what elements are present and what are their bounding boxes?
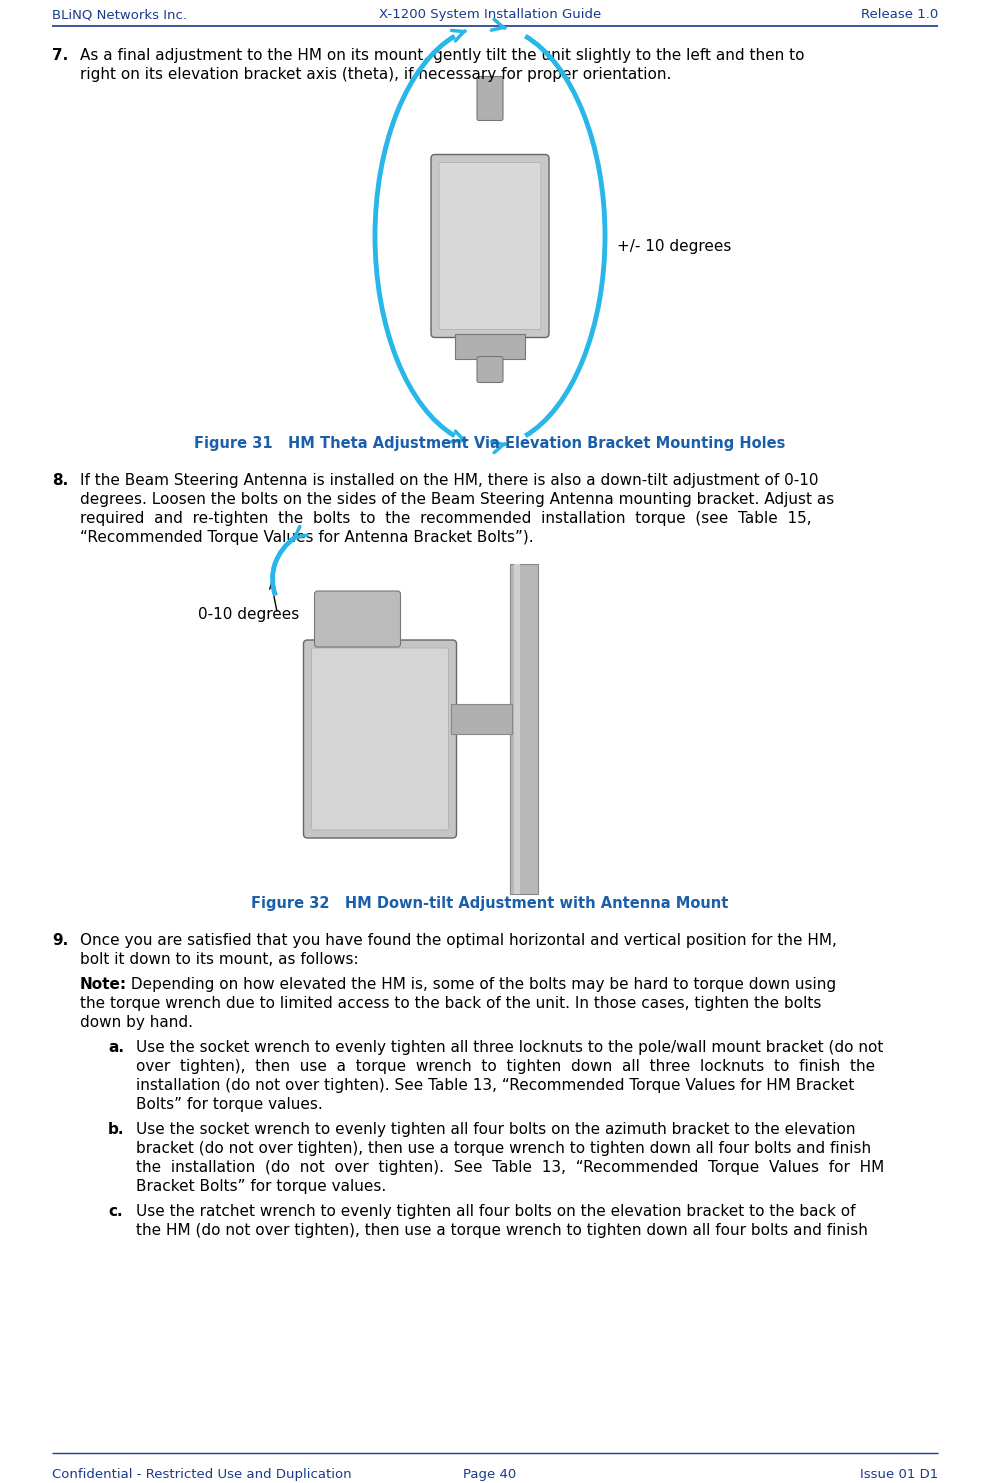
Text: the torque wrench due to limited access to the back of the unit. In those cases,: the torque wrench due to limited access … (80, 997, 821, 1011)
Text: the  installation  (do  not  over  tighten).  See  Table  13,  “Recommended  Tor: the installation (do not over tighten). … (136, 1160, 884, 1175)
Text: Confidential - Restricted Use and Duplication: Confidential - Restricted Use and Duplic… (52, 1468, 351, 1482)
Text: “Recommended Torque Values for Antenna Bracket Bolts”).: “Recommended Torque Values for Antenna B… (80, 529, 534, 544)
FancyBboxPatch shape (477, 356, 503, 383)
Text: As a final adjustment to the HM on its mount, gently tilt the unit slightly to t: As a final adjustment to the HM on its m… (80, 47, 804, 62)
Text: c.: c. (108, 1204, 123, 1219)
Text: 8.: 8. (52, 473, 69, 488)
Text: Use the ratchet wrench to evenly tighten all four bolts on the elevation bracket: Use the ratchet wrench to evenly tighten… (136, 1204, 855, 1219)
Text: X-1200 System Installation Guide: X-1200 System Installation Guide (379, 7, 601, 21)
Bar (455, 334, 525, 359)
Text: Depending on how elevated the HM is, some of the bolts may be hard to torque dow: Depending on how elevated the HM is, som… (126, 977, 836, 992)
Text: +/- 10 degrees: +/- 10 degrees (617, 239, 732, 254)
Text: If the Beam Steering Antenna is installed on the HM, there is also a down-tilt a: If the Beam Steering Antenna is installe… (80, 473, 818, 488)
Text: Once you are satisfied that you have found the optimal horizontal and vertical p: Once you are satisfied that you have fou… (80, 933, 837, 948)
FancyBboxPatch shape (303, 641, 456, 838)
Text: Note:: Note: (80, 977, 128, 992)
FancyBboxPatch shape (477, 77, 503, 120)
Text: right on its elevation bracket axis (theta), if necessary for proper orientation: right on its elevation bracket axis (the… (80, 67, 671, 82)
FancyBboxPatch shape (439, 163, 541, 329)
Text: 9.: 9. (52, 933, 69, 948)
Text: Bolts” for torque values.: Bolts” for torque values. (136, 1097, 323, 1112)
Text: required  and  re-tighten  the  bolts  to  the  recommended  installation  torqu: required and re-tighten the bolts to the… (80, 512, 811, 526)
Text: down by hand.: down by hand. (80, 1014, 193, 1031)
Text: Bracket Bolts” for torque values.: Bracket Bolts” for torque values. (136, 1179, 387, 1194)
Text: Release 1.0: Release 1.0 (860, 7, 938, 21)
Text: BLiNQ Networks Inc.: BLiNQ Networks Inc. (52, 7, 187, 21)
Text: Use the socket wrench to evenly tighten all three locknuts to the pole/wall moun: Use the socket wrench to evenly tighten … (136, 1040, 883, 1054)
Text: 0-10 degrees: 0-10 degrees (197, 607, 299, 621)
Text: a.: a. (108, 1040, 124, 1054)
Text: installation (do not over tighten). See Table 13, “Recommended Torque Values for: installation (do not over tighten). See … (136, 1078, 854, 1093)
Bar (514, 564, 520, 894)
Bar (510, 564, 538, 894)
Text: Figure 31   HM Theta Adjustment Via Elevation Bracket Mounting Holes: Figure 31 HM Theta Adjustment Via Elevat… (194, 436, 786, 451)
Text: the HM (do not over tighten), then use a torque wrench to tighten down all four : the HM (do not over tighten), then use a… (136, 1223, 868, 1238)
Text: Figure 32   HM Down-tilt Adjustment with Antenna Mount: Figure 32 HM Down-tilt Adjustment with A… (251, 896, 729, 911)
Text: bracket (do not over tighten), then use a torque wrench to tighten down all four: bracket (do not over tighten), then use … (136, 1140, 871, 1157)
FancyBboxPatch shape (431, 154, 549, 338)
Text: degrees. Loosen the bolts on the sides of the Beam Steering Antenna mounting bra: degrees. Loosen the bolts on the sides o… (80, 492, 834, 507)
Text: 7.: 7. (52, 47, 69, 62)
FancyBboxPatch shape (315, 592, 400, 647)
FancyBboxPatch shape (312, 648, 448, 830)
Text: Use the socket wrench to evenly tighten all four bolts on the azimuth bracket to: Use the socket wrench to evenly tighten … (136, 1123, 855, 1137)
Text: Issue 01 D1: Issue 01 D1 (859, 1468, 938, 1482)
Text: b.: b. (108, 1123, 125, 1137)
Text: over  tighten),  then  use  a  torque  wrench  to  tighten  down  all  three  lo: over tighten), then use a torque wrench … (136, 1059, 875, 1074)
Text: Page 40: Page 40 (463, 1468, 517, 1482)
Text: bolt it down to its mount, as follows:: bolt it down to its mount, as follows: (80, 952, 359, 967)
Bar (450, 704, 512, 734)
